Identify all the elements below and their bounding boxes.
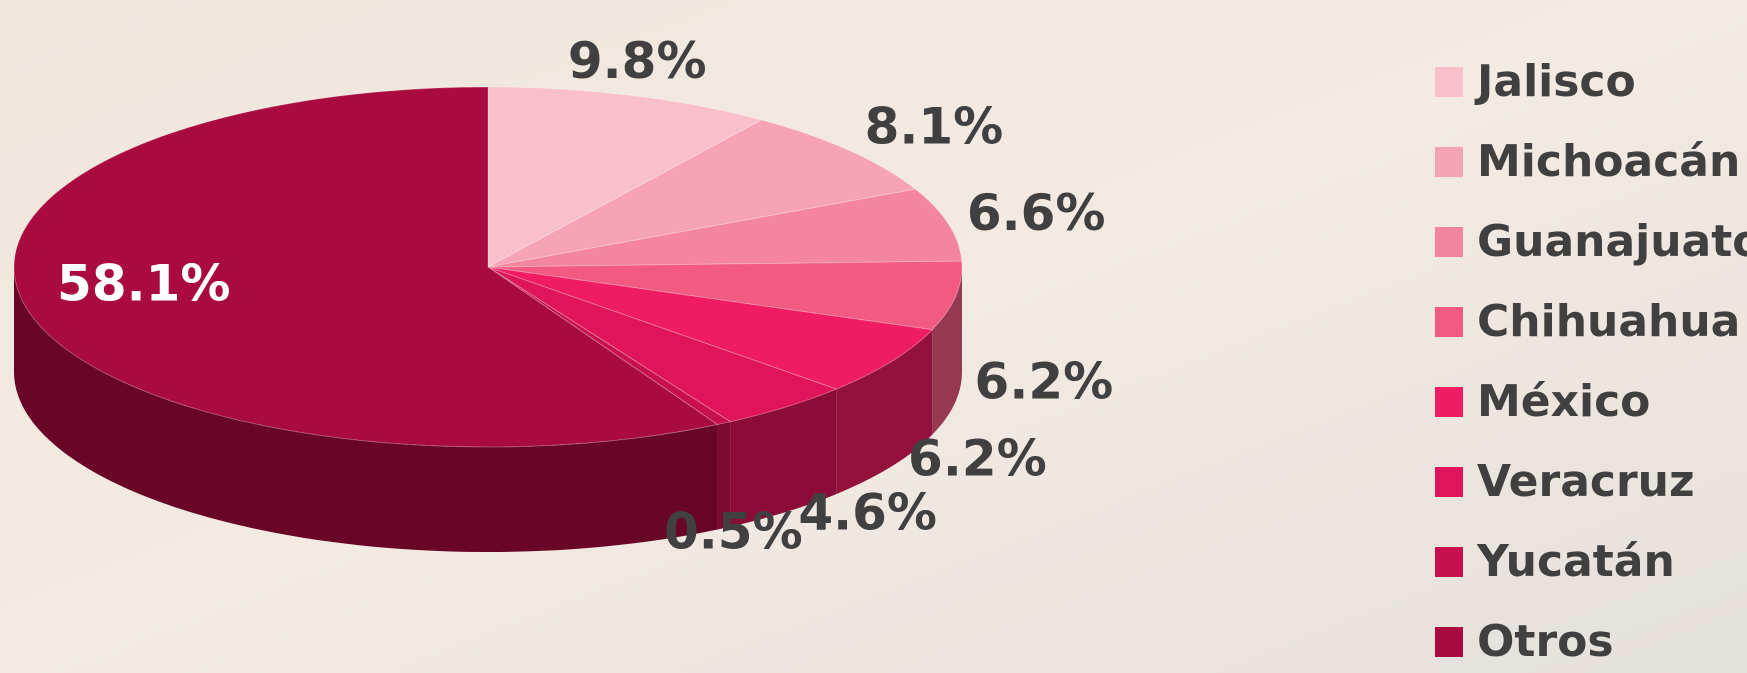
slice-side — [730, 389, 837, 527]
legend-label: Otros — [1477, 616, 1614, 667]
pie-slice — [13, 86, 719, 448]
legend-label: Jalisco — [1474, 56, 1636, 107]
legend-swatch — [1435, 227, 1463, 257]
pie-slice — [487, 260, 963, 331]
slice-side — [932, 267, 962, 435]
data-label: 58.1% — [57, 255, 230, 313]
legend-swatch — [1435, 547, 1463, 577]
pie-slice — [487, 266, 934, 390]
legend-swatch — [1435, 67, 1463, 97]
data-label: 6.2% — [908, 430, 1047, 488]
legend-label: Veracruz — [1477, 456, 1695, 507]
data-label: 8.1% — [865, 97, 1004, 155]
legend-swatch — [1435, 627, 1463, 657]
data-label: 9.8% — [568, 32, 707, 90]
slice-side — [717, 421, 731, 530]
legend-swatch — [1435, 307, 1463, 337]
data-label: 4.6% — [798, 484, 937, 542]
pie-slice — [487, 266, 732, 426]
legend-label: Yucatán — [1476, 536, 1675, 587]
legend-swatch — [1435, 387, 1463, 417]
pie-slice — [487, 119, 917, 268]
legend-label: Michoacán — [1477, 136, 1740, 187]
data-label: 6.2% — [975, 353, 1114, 411]
pie-slice — [487, 86, 763, 268]
legend-label: Chihuahua — [1477, 296, 1740, 347]
legend-swatch — [1435, 147, 1463, 177]
slice-side — [836, 329, 933, 495]
data-label: 0.5% — [664, 503, 803, 561]
pie-slice — [487, 188, 963, 268]
legend-label: Guanajuato — [1477, 216, 1747, 267]
pie-slice — [487, 266, 838, 423]
legend-label: México — [1477, 376, 1650, 427]
legend-swatch — [1435, 467, 1463, 497]
data-label: 6.6% — [967, 184, 1106, 242]
slice-side — [14, 267, 718, 552]
